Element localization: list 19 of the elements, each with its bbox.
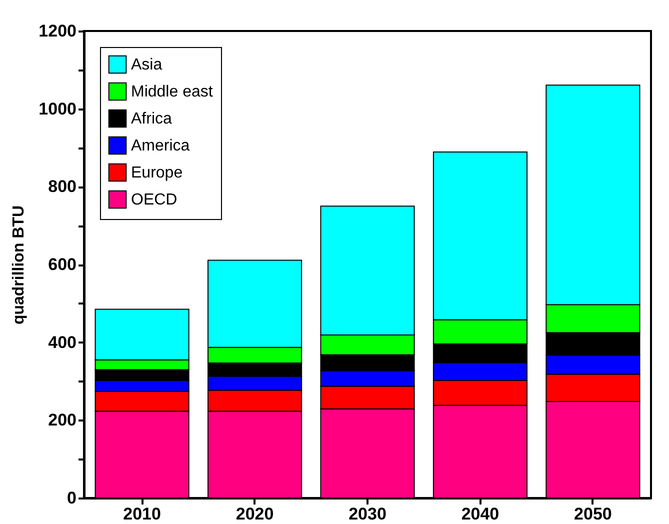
x-tick-label: 2050	[574, 504, 612, 524]
y-tick-label: 1000	[38, 99, 76, 118]
y-axis-title: quadrillion BTU	[10, 205, 28, 325]
x-tick-label: 2030	[348, 504, 386, 524]
legend-label: OECD	[131, 192, 178, 208]
legend-label: America	[131, 138, 190, 154]
y-tick-label: 400	[48, 332, 76, 352]
legend-label: Asia	[131, 56, 162, 74]
x-tick-label: 2020	[236, 504, 274, 524]
y-tick-label: 800	[48, 177, 76, 196]
x-tick-label: 2040	[461, 504, 500, 524]
legend-label: Africa	[131, 110, 172, 128]
y-tick-label: 1200	[38, 22, 76, 40]
y-tick-label: 200	[48, 410, 76, 430]
y-tick-label: 600	[48, 255, 76, 274]
legend-label: Europe	[131, 164, 183, 182]
legend-label: Middle east	[131, 84, 214, 100]
x-tick-label: 2010	[123, 504, 161, 524]
y-tick-label: 0	[67, 488, 76, 508]
